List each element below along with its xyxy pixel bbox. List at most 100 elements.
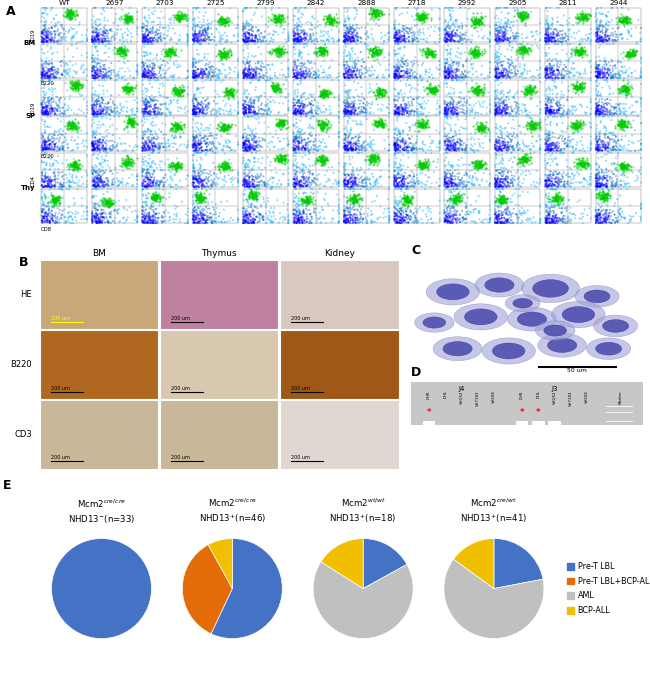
Point — [478, 124, 489, 135]
Point — [370, 8, 380, 19]
Point — [540, 180, 551, 191]
Point — [343, 141, 353, 151]
Point — [517, 69, 528, 80]
Point — [90, 181, 101, 192]
Point — [39, 200, 49, 211]
Point — [138, 32, 148, 43]
Point — [91, 181, 101, 192]
Point — [586, 39, 596, 50]
Point — [243, 181, 254, 192]
Point — [282, 115, 293, 126]
Point — [424, 131, 435, 142]
Point — [151, 213, 161, 223]
Point — [168, 122, 178, 133]
Point — [541, 132, 552, 143]
Point — [66, 5, 76, 16]
Point — [493, 168, 504, 179]
Point — [188, 39, 199, 50]
Point — [123, 8, 133, 19]
Point — [362, 107, 372, 117]
Point — [150, 30, 161, 41]
Point — [442, 21, 452, 32]
Point — [122, 12, 133, 23]
Point — [597, 174, 608, 185]
Point — [273, 14, 283, 25]
Point — [98, 39, 108, 50]
Point — [392, 162, 402, 173]
Point — [98, 103, 109, 114]
Point — [413, 120, 424, 131]
Point — [223, 158, 233, 169]
Point — [586, 122, 596, 133]
Point — [49, 35, 59, 45]
Point — [355, 192, 365, 203]
Bar — [293, 153, 339, 187]
Point — [41, 143, 51, 154]
Point — [552, 88, 562, 99]
Point — [90, 162, 101, 173]
Point — [36, 12, 47, 22]
Point — [102, 194, 112, 205]
Point — [127, 155, 137, 166]
Point — [163, 141, 174, 151]
Point — [65, 81, 75, 92]
Point — [70, 212, 81, 223]
Point — [268, 82, 278, 93]
Point — [519, 151, 529, 162]
Point — [97, 30, 107, 41]
Point — [543, 208, 553, 219]
Point — [142, 20, 152, 31]
Point — [223, 49, 233, 60]
Point — [458, 176, 469, 187]
Point — [142, 217, 153, 228]
Point — [158, 72, 168, 83]
Point — [68, 32, 78, 43]
Point — [384, 155, 395, 166]
Point — [221, 122, 231, 132]
Point — [497, 198, 508, 208]
Point — [547, 67, 558, 78]
Point — [176, 82, 186, 93]
Point — [148, 218, 159, 229]
Point — [599, 69, 609, 80]
Point — [280, 13, 290, 24]
Point — [493, 108, 504, 119]
Point — [92, 136, 103, 147]
Point — [363, 203, 374, 214]
Point — [187, 105, 198, 115]
Point — [166, 43, 177, 54]
Point — [497, 193, 507, 204]
Point — [370, 45, 380, 56]
Point — [413, 75, 423, 86]
Point — [142, 169, 152, 180]
Point — [68, 52, 78, 62]
Point — [40, 176, 51, 187]
Point — [274, 83, 284, 94]
Point — [221, 83, 231, 94]
Point — [592, 26, 603, 37]
Point — [104, 109, 114, 120]
Point — [450, 165, 460, 176]
Point — [465, 55, 475, 66]
Point — [571, 118, 581, 129]
Point — [310, 204, 320, 215]
Text: Marker: Marker — [618, 390, 622, 404]
Point — [417, 50, 427, 60]
Point — [266, 81, 276, 92]
Point — [341, 109, 352, 120]
Point — [64, 117, 74, 128]
Point — [485, 179, 495, 190]
Point — [450, 190, 461, 201]
Point — [105, 135, 116, 146]
Point — [317, 86, 327, 96]
Point — [194, 71, 204, 81]
Point — [214, 124, 224, 135]
Point — [636, 143, 646, 154]
Point — [578, 181, 589, 191]
Point — [384, 217, 395, 227]
Point — [424, 31, 435, 41]
Point — [320, 141, 331, 151]
Point — [94, 174, 104, 185]
Point — [426, 82, 437, 93]
Point — [298, 218, 308, 229]
